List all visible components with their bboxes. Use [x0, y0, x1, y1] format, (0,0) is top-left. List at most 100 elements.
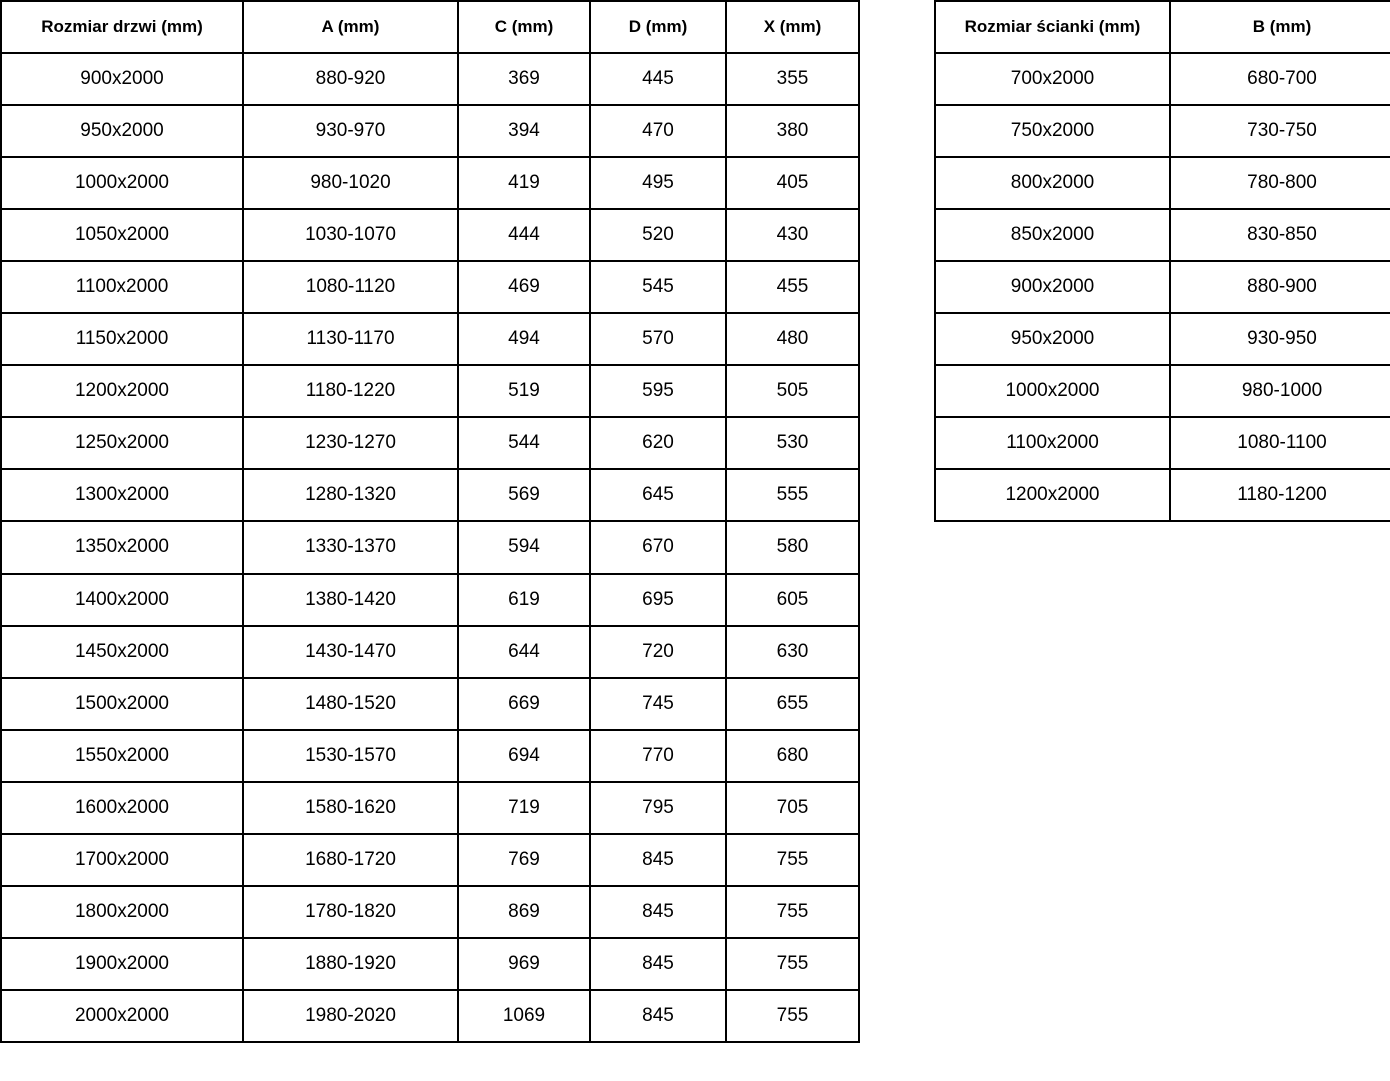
- table-cell: 770: [589, 728, 727, 783]
- table-cell: 900x2000: [0, 52, 244, 107]
- table-cell: 494: [457, 312, 591, 367]
- table-cell: 880-920: [242, 52, 459, 107]
- table-cell: 644: [457, 624, 591, 679]
- table-cell: 605: [725, 572, 860, 627]
- table-cell: 1050x2000: [0, 208, 244, 263]
- table-row: 2000x2000 1980-2020 1069 845 755: [0, 988, 860, 1043]
- table-cell: 755: [725, 936, 860, 991]
- table-cell: 619: [457, 572, 591, 627]
- table-cell: 1400x2000: [0, 572, 244, 627]
- table-cell: 1000x2000: [934, 364, 1171, 418]
- table-cell: 700x2000: [934, 52, 1171, 106]
- table-cell: 755: [725, 832, 860, 887]
- table-cell: 1230-1270: [242, 416, 459, 471]
- table-cell: 505: [725, 364, 860, 419]
- table-cell: 1680-1720: [242, 832, 459, 887]
- table-row: 700x2000 680-700: [934, 52, 1390, 106]
- table-cell: 455: [725, 260, 860, 315]
- table-cell: 544: [457, 416, 591, 471]
- column-header: B (mm): [1169, 0, 1390, 54]
- table-cell: 780-800: [1169, 156, 1390, 210]
- table-row: 1800x2000 1780-1820 869 845 755: [0, 884, 860, 939]
- table-cell: 1600x2000: [0, 780, 244, 835]
- table-cell: 1180-1220: [242, 364, 459, 419]
- table-cell: 695: [589, 572, 727, 627]
- table-cell: 755: [725, 884, 860, 939]
- column-header: Rozmiar drzwi (mm): [0, 0, 244, 55]
- table-cell: 594: [457, 520, 591, 575]
- column-header: C (mm): [457, 0, 591, 55]
- table-row: 1050x2000 1030-1070 444 520 430: [0, 208, 860, 263]
- table-cell: 850x2000: [934, 208, 1171, 262]
- table-cell: 980-1020: [242, 156, 459, 211]
- table-cell: 795: [589, 780, 727, 835]
- table-cell: 705: [725, 780, 860, 835]
- table-cell: 680-700: [1169, 52, 1390, 106]
- table-cell: 1480-1520: [242, 676, 459, 731]
- table-cell: 355: [725, 52, 860, 107]
- wall-panel-dimensions-table: Rozmiar ścianki (mm) B (mm) 700x2000 680-70…: [934, 0, 1390, 522]
- table-row: 1300x2000 1280-1320 569 645 555: [0, 468, 860, 523]
- table-cell: 1000x2000: [0, 156, 244, 211]
- table-cell: 520: [589, 208, 727, 263]
- table-row: 950x2000 930-970 394 470 380: [0, 104, 860, 159]
- table-cell: 1069: [457, 988, 591, 1043]
- table-row: 1200x2000 1180-1200: [934, 468, 1390, 522]
- table-cell: 1100x2000: [934, 416, 1171, 470]
- table-cell: 950x2000: [0, 104, 244, 159]
- table-cell: 1500x2000: [0, 676, 244, 731]
- table-cell: 530: [725, 416, 860, 471]
- header-row: Rozmiar ścianki (mm) B (mm): [934, 0, 1390, 54]
- table-cell: 645: [589, 468, 727, 523]
- table-cell: 470: [589, 104, 727, 159]
- table-row: 1700x2000 1680-1720 769 845 755: [0, 832, 860, 887]
- table-cell: 755: [725, 988, 860, 1043]
- table-cell: 620: [589, 416, 727, 471]
- table-cell: 900x2000: [934, 260, 1171, 314]
- table-row: 1250x2000 1230-1270 544 620 530: [0, 416, 860, 471]
- table-row: 1450x2000 1430-1470 644 720 630: [0, 624, 860, 679]
- table-cell: 469: [457, 260, 591, 315]
- table-cell: 595: [589, 364, 727, 419]
- table-cell: 1130-1170: [242, 312, 459, 367]
- table-cell: 719: [457, 780, 591, 835]
- header-row: Rozmiar drzwi (mm) A (mm) C (mm) D (mm) X (m…: [0, 0, 860, 55]
- table-cell: 394: [457, 104, 591, 159]
- table-cell: 444: [457, 208, 591, 263]
- table-cell: 570: [589, 312, 727, 367]
- table-cell: 1430-1470: [242, 624, 459, 679]
- column-header: Rozmiar ścianki (mm): [934, 0, 1171, 54]
- table-cell: 445: [589, 52, 727, 107]
- table-cell: 720: [589, 624, 727, 679]
- table-row: 1000x2000 980-1020 419 495 405: [0, 156, 860, 211]
- table-cell: 1200x2000: [934, 468, 1171, 522]
- table-row: 1100x2000 1080-1120 469 545 455: [0, 260, 860, 315]
- table-cell: 1580-1620: [242, 780, 459, 835]
- table-row: 800x2000 780-800: [934, 156, 1390, 210]
- table-row: 1350x2000 1330-1370 594 670 580: [0, 520, 860, 575]
- table-cell: 1900x2000: [0, 936, 244, 991]
- table-cell: 1200x2000: [0, 364, 244, 419]
- table-cell: 869: [457, 884, 591, 939]
- table-cell: 405: [725, 156, 860, 211]
- table-cell: 750x2000: [934, 104, 1171, 158]
- table-row: 900x2000 880-920 369 445 355: [0, 52, 860, 107]
- table-cell: 1250x2000: [0, 416, 244, 471]
- table-cell: 730-750: [1169, 104, 1390, 158]
- column-header: D (mm): [589, 0, 727, 55]
- table-cell: 680: [725, 728, 860, 783]
- table-cell: 1080-1100: [1169, 416, 1390, 470]
- table-cell: 1180-1200: [1169, 468, 1390, 522]
- table-cell: 845: [589, 884, 727, 939]
- table-row: 900x2000 880-900: [934, 260, 1390, 314]
- column-header: A (mm): [242, 0, 459, 55]
- table-cell: 745: [589, 676, 727, 731]
- table-cell: 1530-1570: [242, 728, 459, 783]
- table-cell: 369: [457, 52, 591, 107]
- table-cell: 830-850: [1169, 208, 1390, 262]
- table-row: 1200x2000 1180-1220 519 595 505: [0, 364, 860, 419]
- table-cell: 669: [457, 676, 591, 731]
- table-cell: 1780-1820: [242, 884, 459, 939]
- table-cell: 545: [589, 260, 727, 315]
- table-cell: 1330-1370: [242, 520, 459, 575]
